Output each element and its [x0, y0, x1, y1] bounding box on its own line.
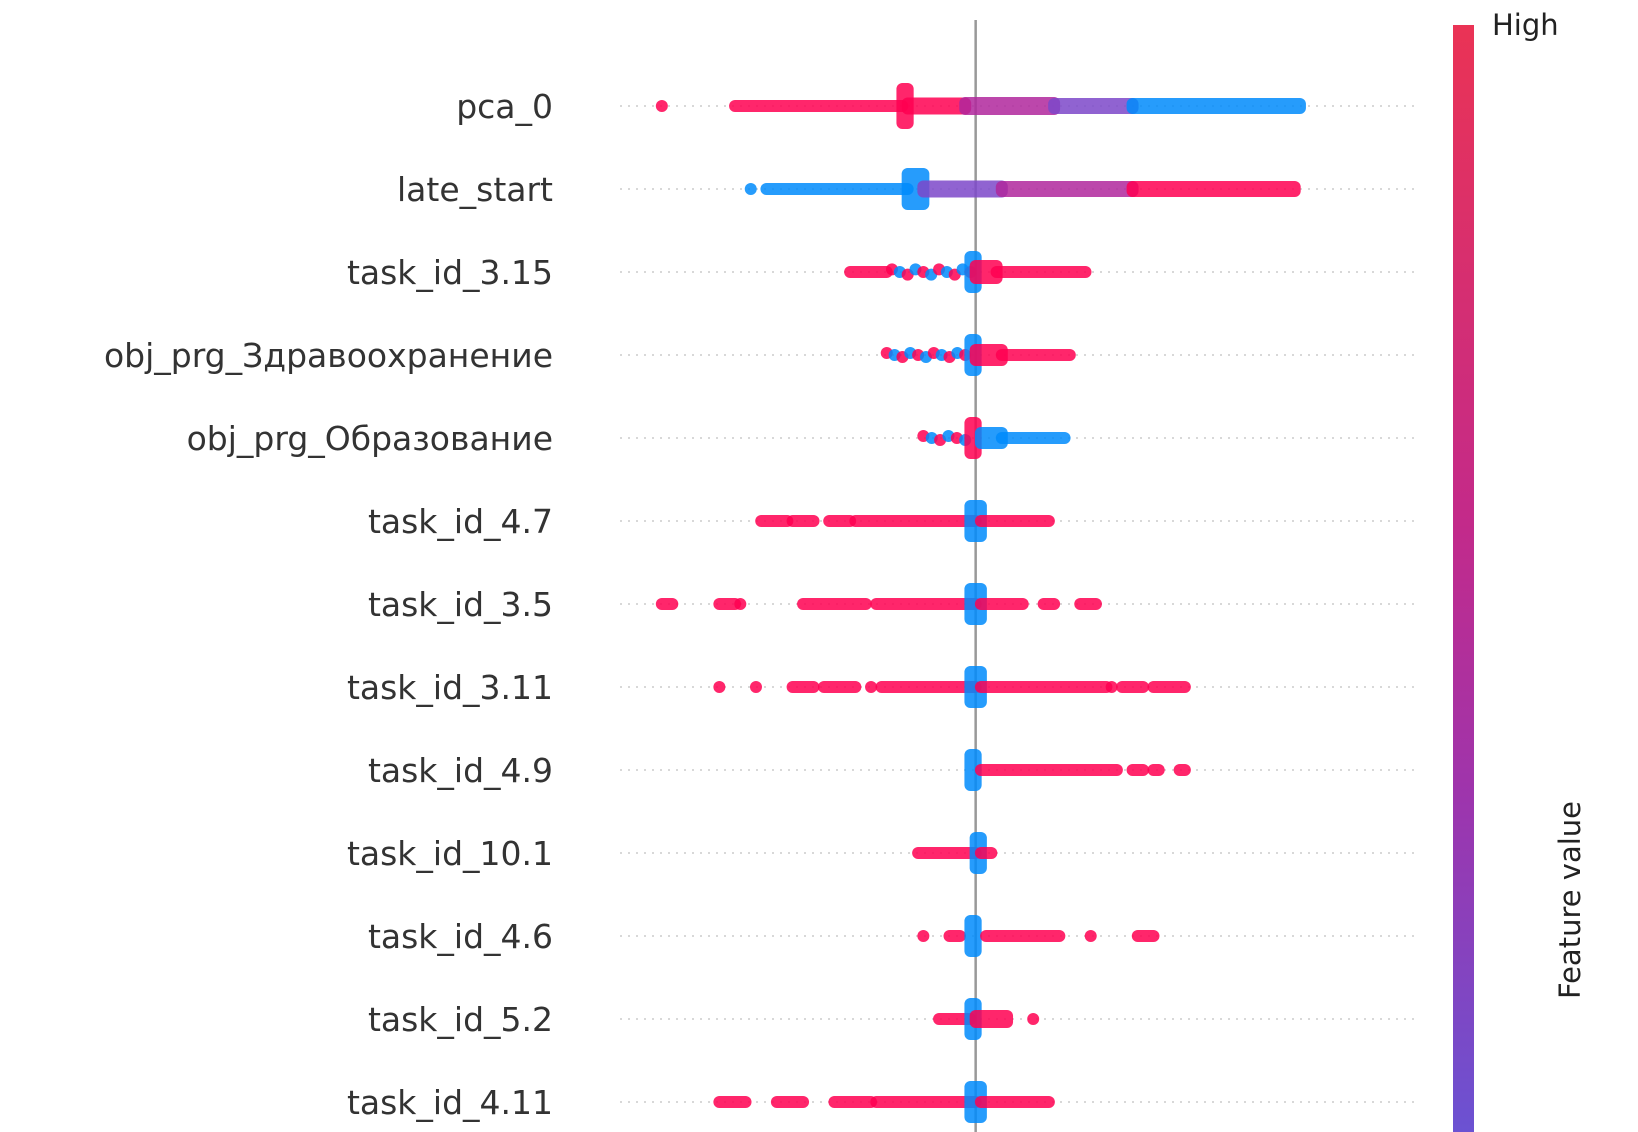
shap-point-cluster	[797, 598, 872, 610]
shap-point-cluster	[974, 764, 1123, 776]
shap-point-cluster	[917, 930, 930, 942]
shap-point-cluster	[974, 1096, 1055, 1108]
shap-point-cluster	[980, 930, 1066, 942]
colorbar-high-label: High	[1492, 8, 1559, 42]
shap-point-cluster	[1126, 181, 1301, 197]
shap-point-cluster	[875, 681, 982, 693]
feature-label: task_id_3.11	[347, 668, 553, 707]
shap-point-cluster	[974, 515, 1055, 527]
shap-point-cluster	[817, 681, 862, 693]
shap-point-cluster	[744, 183, 757, 195]
shap-point-cluster	[1037, 598, 1061, 610]
shap-point-cluster	[995, 432, 1071, 444]
feature-label: obj_prg_Образование	[187, 419, 553, 458]
shap-point-cluster	[995, 181, 1139, 197]
shap-point-cluster	[823, 515, 857, 527]
shap-point-cluster	[870, 598, 982, 610]
shap-point-cluster	[964, 749, 982, 791]
shap-point-cluster	[1048, 98, 1139, 114]
shap-point-cluster	[969, 260, 1003, 284]
feature-label: task_id_4.11	[347, 1083, 553, 1122]
shap-point-cluster	[959, 97, 1061, 115]
shap-point-cluster	[969, 344, 1008, 366]
shap-point-cluster	[912, 847, 982, 859]
shap-point-cluster	[729, 100, 909, 112]
shap-point-cluster	[655, 100, 668, 112]
shap-point-cluster	[917, 180, 1008, 198]
shap-point-cluster	[969, 1010, 1014, 1028]
shap-point-cluster	[990, 266, 1092, 278]
shap-point-cluster	[974, 847, 998, 859]
feature-label: task_id_10.1	[347, 834, 553, 873]
shap-point-cluster	[1027, 1013, 1040, 1025]
shap-point-cluster	[844, 266, 893, 278]
colorbar-gradient	[1453, 25, 1474, 1132]
shap-point-cluster	[1116, 681, 1150, 693]
feature-label: pca_0	[456, 87, 553, 126]
feature-label: late_start	[397, 170, 553, 209]
feature-rows: pca_0 late_start task_id_3.15 obj_prg_Здрав…	[104, 87, 1415, 1122]
shap-point-cluster	[655, 598, 679, 610]
shap-point-cluster	[828, 1096, 878, 1108]
shap-point-cluster	[974, 598, 1029, 610]
shap-point-cluster	[1084, 930, 1097, 942]
feature-label: task_id_4.6	[368, 917, 553, 956]
colorbar-title: Feature value	[1553, 801, 1587, 999]
shap-point-cluster	[1147, 681, 1191, 693]
colorbar: High Feature value	[1453, 8, 1587, 1132]
shap-point-cluster	[713, 598, 742, 610]
shap-point-cluster	[1126, 98, 1306, 114]
shap-point-cluster	[1173, 764, 1191, 776]
shap-point-cluster	[1147, 764, 1165, 776]
shap-point-cluster	[760, 183, 914, 195]
shap-point-cluster	[786, 515, 820, 527]
shap-point-cluster	[964, 915, 982, 957]
shap-point-cluster	[713, 1096, 752, 1108]
feature-label: task_id_3.15	[347, 253, 553, 292]
shap-point-cluster	[755, 515, 794, 527]
shap-point-cluster	[1074, 598, 1102, 610]
shap-point-cluster	[901, 97, 972, 115]
shap-point-cluster	[786, 681, 820, 693]
shap-point-cluster	[974, 681, 1113, 693]
feature-label: task_id_4.9	[368, 751, 553, 790]
shap-point-cluster	[865, 681, 878, 693]
shap-point-cluster	[1131, 930, 1160, 942]
shap-points	[655, 83, 1306, 1123]
feature-label: task_id_3.5	[368, 585, 553, 624]
shap-point-cluster	[849, 515, 982, 527]
shap-point-cluster	[870, 1096, 982, 1108]
feature-label: obj_prg_Здравоохранение	[104, 336, 553, 375]
shap-point-cluster	[901, 168, 930, 210]
shap-point-cluster	[943, 930, 966, 942]
feature-label: task_id_5.2	[368, 1000, 553, 1039]
shap-point-cluster	[995, 349, 1076, 361]
shap-point-cluster	[964, 417, 982, 459]
shap-point-cluster	[749, 681, 762, 693]
shap-point-cluster	[713, 681, 726, 693]
shap-point-cluster	[1126, 764, 1150, 776]
feature-label: task_id_4.7	[368, 502, 553, 541]
shap-point-cluster	[734, 598, 747, 610]
shap-point-cluster	[770, 1096, 810, 1108]
shap-point-cluster	[1105, 681, 1118, 693]
